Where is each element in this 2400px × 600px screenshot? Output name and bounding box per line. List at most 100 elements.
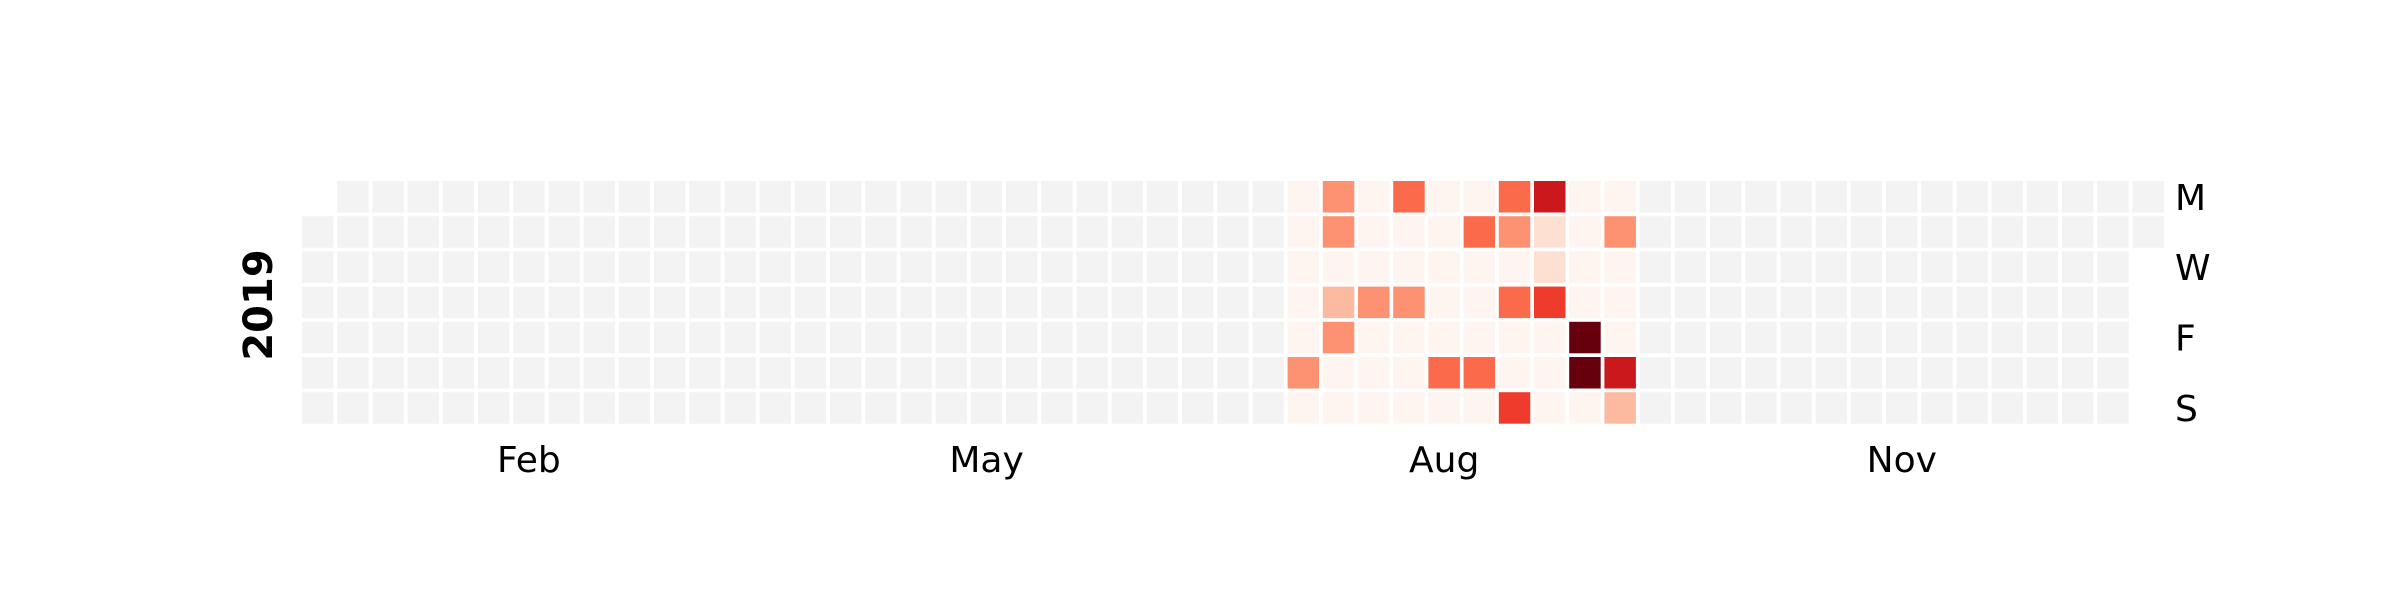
day-cell <box>1182 216 1214 248</box>
day-cell <box>1041 392 1073 424</box>
day-cell <box>865 216 897 248</box>
day-cell <box>1815 216 1848 248</box>
day-cell <box>548 392 580 424</box>
day-cell <box>548 181 580 213</box>
day-cell <box>1041 357 1073 389</box>
day-cell <box>1111 321 1144 354</box>
day-cell <box>1745 181 1777 213</box>
day-cell <box>513 321 545 354</box>
day-cell <box>830 216 862 248</box>
day-cell <box>689 392 721 424</box>
day-cell <box>1569 216 1601 248</box>
day-cell <box>337 286 369 319</box>
day-cell <box>1498 251 1531 283</box>
day-cell <box>337 321 369 354</box>
day-cell <box>1850 181 1883 213</box>
day-cell <box>1428 251 1460 283</box>
day-cell <box>830 251 862 283</box>
day-cell <box>1006 181 1038 213</box>
day-cell <box>478 216 510 248</box>
day-cell <box>830 357 862 389</box>
day-cell <box>1428 392 1460 424</box>
day-cell <box>900 251 932 283</box>
day-cell <box>865 357 897 389</box>
day-cell <box>2097 392 2129 424</box>
weekday-label: W <box>2175 248 2211 289</box>
day-cell <box>1076 251 1108 283</box>
day-cell <box>830 321 862 354</box>
day-cell <box>2097 357 2129 389</box>
day-cell <box>1604 216 1636 248</box>
day-cell <box>1252 216 1284 248</box>
day-cell <box>1006 251 1038 283</box>
day-cell <box>1991 216 2024 248</box>
day-cell <box>1569 251 1601 283</box>
day-cell <box>1710 286 1742 319</box>
day-cell <box>1217 181 1249 213</box>
day-cell <box>337 392 369 424</box>
day-cell <box>1041 286 1073 319</box>
day-cell <box>1886 286 1918 319</box>
day-cell <box>1674 357 1707 389</box>
day-cell <box>900 181 932 213</box>
day-cell <box>830 181 862 213</box>
day-cell <box>302 251 334 283</box>
day-cell <box>935 286 968 319</box>
day-cell <box>935 357 968 389</box>
day-cell <box>759 286 792 319</box>
day-cell <box>1076 321 1108 354</box>
day-cell <box>759 321 792 354</box>
day-cell <box>1111 181 1144 213</box>
day-cell <box>2026 251 2059 283</box>
day-cell <box>372 216 404 248</box>
day-cell <box>794 181 827 213</box>
day-cell <box>337 181 369 213</box>
day-cell <box>1428 286 1460 319</box>
day-cell <box>2097 321 2129 354</box>
day-cell <box>1956 216 1988 248</box>
day-cell <box>548 216 580 248</box>
day-cell <box>1850 357 1883 389</box>
day-cell <box>2026 321 2059 354</box>
day-cell <box>513 286 545 319</box>
day-cell <box>1534 216 1566 248</box>
day-cell <box>1674 181 1707 213</box>
day-cell <box>1639 321 1672 354</box>
day-cell <box>2062 181 2094 213</box>
day-cell <box>1850 321 1883 354</box>
day-cell <box>1534 392 1566 424</box>
day-cell <box>478 181 510 213</box>
day-cell <box>1921 321 1953 354</box>
day-cell <box>2026 392 2059 424</box>
day-cell <box>935 181 968 213</box>
day-cell <box>1956 357 1988 389</box>
day-cell <box>618 251 651 283</box>
day-cell <box>1674 286 1707 319</box>
day-cell <box>1287 216 1320 248</box>
day-cell <box>2062 216 2094 248</box>
day-cell <box>970 392 1003 424</box>
day-cell <box>1111 392 1144 424</box>
day-cell <box>1498 392 1531 424</box>
day-cell <box>1252 251 1284 283</box>
day-cell <box>1534 251 1566 283</box>
day-cell <box>935 321 968 354</box>
day-cell <box>1745 392 1777 424</box>
day-cell <box>1252 321 1284 354</box>
day-cell <box>1745 286 1777 319</box>
month-label: Feb <box>497 440 561 481</box>
day-cell <box>1076 216 1108 248</box>
day-cell <box>1569 321 1601 354</box>
day-cell <box>724 251 756 283</box>
day-cell <box>1604 321 1636 354</box>
day-cell <box>724 392 756 424</box>
day-cell <box>1393 321 1425 354</box>
day-cell <box>2026 216 2059 248</box>
day-cell <box>548 357 580 389</box>
day-cell <box>1322 216 1355 248</box>
day-cell <box>583 392 616 424</box>
day-cell <box>794 357 827 389</box>
day-cell <box>478 321 510 354</box>
day-cell <box>654 357 686 389</box>
